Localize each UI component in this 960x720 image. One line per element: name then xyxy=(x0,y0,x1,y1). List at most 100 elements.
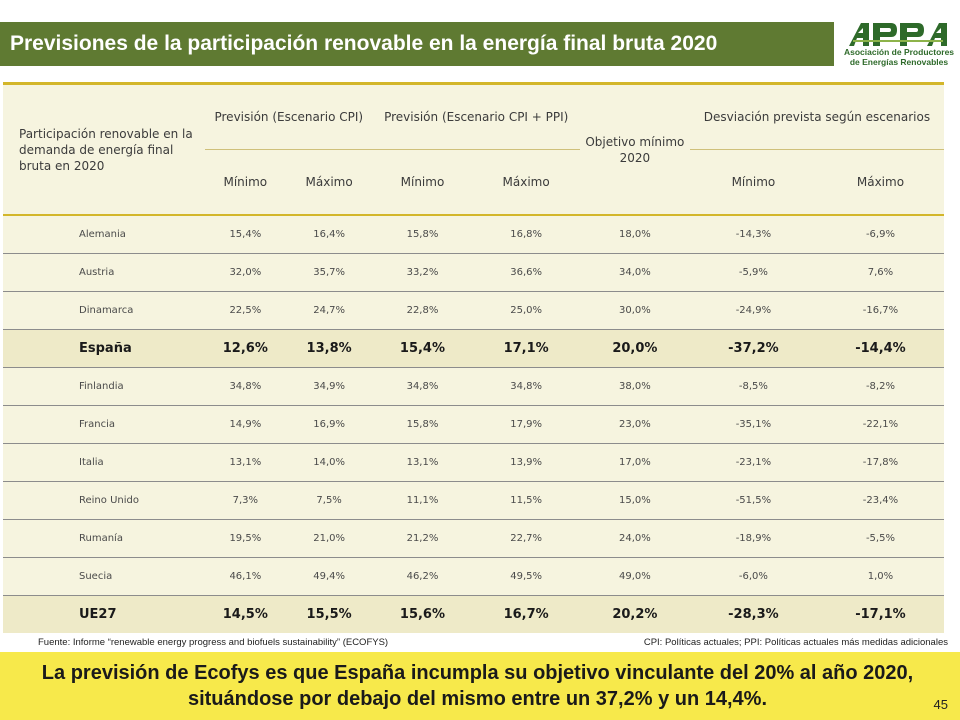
dev-max-cell: 1,0% xyxy=(816,557,944,596)
objetivo-cell: 20,2% xyxy=(579,595,690,633)
objetivo-cell: 18,0% xyxy=(579,214,690,254)
ppi-min-cell: 15,8% xyxy=(372,405,473,444)
country-name: Reino Unido xyxy=(3,481,205,520)
ppi-max-cell: 25,0% xyxy=(472,291,580,330)
sub-cpi-min: Mínimo xyxy=(223,175,268,189)
dev-min-cell: -8,5% xyxy=(689,367,817,406)
cpi-min-cell: 12,6% xyxy=(205,329,286,368)
dev-max-cell: -17,8% xyxy=(816,443,944,482)
objetivo-cell: 34,0% xyxy=(579,253,690,292)
country-name: Austria xyxy=(3,253,205,292)
country-name: Finlandia xyxy=(3,367,205,406)
dev-min-cell: -51,5% xyxy=(689,481,817,520)
dev-max-cell: -14,4% xyxy=(816,329,944,368)
country-name: España xyxy=(3,329,205,368)
group-cpi: Previsión (Escenario CPI) xyxy=(205,85,373,150)
cpi-min-cell: 19,5% xyxy=(205,519,286,558)
cpi-min-cell: 13,1% xyxy=(205,443,286,482)
dev-min-cell: -23,1% xyxy=(689,443,817,482)
appa-logo-mark xyxy=(849,23,947,46)
legend-note: CPI: Políticas actuales; PPI: Políticas … xyxy=(643,637,948,648)
cpi-max-cell: 7,5% xyxy=(285,481,373,520)
logo-line1: Asociación de Productores xyxy=(843,47,955,57)
cpi-min-cell: 14,5% xyxy=(205,595,286,633)
cpi-min-cell: 14,9% xyxy=(205,405,286,444)
ppi-max-cell: 13,9% xyxy=(472,443,580,482)
country-name: Suecia xyxy=(3,557,205,596)
objetivo-cell: 15,0% xyxy=(579,481,690,520)
table-row: Finlandia 34,8% 34,9% 34,8% 34,8% 38,0% … xyxy=(3,367,944,406)
dev-max-cell: -22,1% xyxy=(816,405,944,444)
cpi-max-cell: 49,4% xyxy=(285,557,373,596)
cpi-min-cell: 32,0% xyxy=(205,253,286,292)
row-header: Participación renovable en la demanda de… xyxy=(3,85,205,216)
ppi-min-cell: 33,2% xyxy=(372,253,473,292)
group-desviacion: Desviación prevista según escenarios xyxy=(689,85,944,150)
ppi-max-cell: 49,5% xyxy=(472,557,580,596)
dev-max-cell: -17,1% xyxy=(816,595,944,633)
renewables-table-container: Participación renovable en la demanda de… xyxy=(3,82,944,633)
ppi-max-cell: 34,8% xyxy=(472,367,580,406)
dev-min-cell: -24,9% xyxy=(689,291,817,330)
table-row: Austria 32,0% 35,7% 33,2% 36,6% 34,0% -5… xyxy=(3,253,944,292)
cpi-min-cell: 34,8% xyxy=(205,367,286,406)
country-name: Francia xyxy=(3,405,205,444)
ppi-min-cell: 21,2% xyxy=(372,519,473,558)
ppi-max-cell: 22,7% xyxy=(472,519,580,558)
sub-ppi-max: Máximo xyxy=(502,175,550,189)
cpi-max-cell: 15,5% xyxy=(285,595,373,633)
ppi-max-cell: 17,9% xyxy=(472,405,580,444)
dev-max-cell: -8,2% xyxy=(816,367,944,406)
table-row: Alemania 15,4% 16,4% 15,8% 16,8% 18,0% -… xyxy=(3,214,944,254)
dev-min-cell: -37,2% xyxy=(689,329,817,368)
conclusion-text: La previsión de Ecofys es que España inc… xyxy=(41,662,914,710)
sub-dev-min: Mínimo xyxy=(731,175,776,189)
dev-min-cell: -5,9% xyxy=(689,253,817,292)
objetivo-cell: 38,0% xyxy=(579,367,690,406)
dev-max-cell: -6,9% xyxy=(816,214,944,254)
page-number: 45 xyxy=(933,697,948,712)
objetivo-cell: 30,0% xyxy=(579,291,690,330)
ppi-max-cell: 16,8% xyxy=(472,214,580,254)
ppi-max-cell: 11,5% xyxy=(472,481,580,520)
ppi-min-cell: 15,6% xyxy=(372,595,473,633)
ppi-max-cell: 16,7% xyxy=(472,595,580,633)
country-name: UE27 xyxy=(3,595,205,633)
dev-max-cell: 7,6% xyxy=(816,253,944,292)
objetivo-cell: 20,0% xyxy=(579,329,690,368)
country-name: Rumanía xyxy=(3,519,205,558)
cpi-max-cell: 14,0% xyxy=(285,443,373,482)
ppi-min-cell: 15,4% xyxy=(372,329,473,368)
ppi-min-cell: 34,8% xyxy=(372,367,473,406)
table-row: Italia 13,1% 14,0% 13,1% 13,9% 17,0% -23… xyxy=(3,443,944,482)
dev-max-cell: -23,4% xyxy=(816,481,944,520)
country-name: Dinamarca xyxy=(3,291,205,330)
cpi-max-cell: 21,0% xyxy=(285,519,373,558)
table-row: Francia 14,9% 16,9% 15,8% 17,9% 23,0% -3… xyxy=(3,405,944,444)
country-name: Italia xyxy=(3,443,205,482)
objetivo-cell: 49,0% xyxy=(579,557,690,596)
cpi-max-cell: 35,7% xyxy=(285,253,373,292)
cpi-min-cell: 15,4% xyxy=(205,214,286,254)
sub-ppi-min: Mínimo xyxy=(400,175,445,189)
objetivo-cell: 17,0% xyxy=(579,443,690,482)
ppi-max-cell: 36,6% xyxy=(472,253,580,292)
table-row-highlight: España 12,6% 13,8% 15,4% 17,1% 20,0% -37… xyxy=(3,329,944,368)
group-cpi-ppi: Previsión (Escenario CPI + PPI) xyxy=(372,85,580,150)
country-name: Alemania xyxy=(3,214,205,254)
table-row-total: UE27 14,5% 15,5% 15,6% 16,7% 20,2% -28,3… xyxy=(3,595,944,633)
logo-line2: de Energías Renovables xyxy=(849,56,949,67)
ppi-max-cell: 17,1% xyxy=(472,329,580,368)
cpi-max-cell: 16,9% xyxy=(285,405,373,444)
conclusion-box: La previsión de Ecofys es que España inc… xyxy=(0,652,960,720)
table-row: Dinamarca 22,5% 24,7% 22,8% 25,0% 30,0% … xyxy=(3,291,944,330)
dev-max-cell: -16,7% xyxy=(816,291,944,330)
sub-dev-max: Máximo xyxy=(856,175,905,189)
appa-logo: Asociación de Productores de Energías Re… xyxy=(843,20,955,72)
ppi-min-cell: 11,1% xyxy=(372,481,473,520)
cpi-max-cell: 24,7% xyxy=(285,291,373,330)
cpi-min-cell: 46,1% xyxy=(205,557,286,596)
cpi-max-cell: 16,4% xyxy=(285,214,373,254)
objetivo-cell: 23,0% xyxy=(579,405,690,444)
ppi-min-cell: 46,2% xyxy=(372,557,473,596)
